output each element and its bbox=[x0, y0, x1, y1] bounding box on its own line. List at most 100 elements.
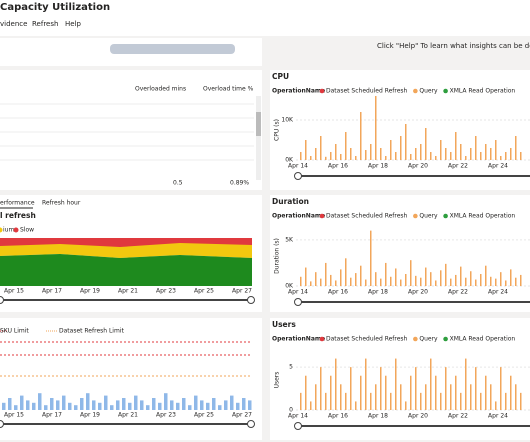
bar bbox=[320, 278, 322, 286]
legend-title: OperationName bbox=[272, 336, 325, 343]
bar bbox=[116, 400, 120, 410]
bar bbox=[335, 358, 337, 410]
menu-item[interactable]: vidence bbox=[0, 20, 27, 28]
bar bbox=[465, 277, 467, 286]
legend-dot bbox=[443, 88, 448, 94]
users-panel bbox=[270, 318, 530, 440]
legend-label: XMLA Read Operation bbox=[450, 336, 516, 343]
legend-dot bbox=[443, 336, 448, 342]
bar bbox=[68, 402, 72, 410]
y-axis-label: Users bbox=[274, 372, 281, 389]
bar bbox=[395, 152, 397, 160]
slider-handle[interactable] bbox=[247, 420, 255, 428]
bar bbox=[310, 156, 312, 160]
y-tick-label: 10K bbox=[281, 117, 294, 124]
bar bbox=[365, 279, 367, 286]
bar bbox=[86, 393, 90, 410]
legend-title: OperationName bbox=[272, 88, 325, 95]
slider-handle[interactable] bbox=[0, 296, 4, 304]
bar bbox=[32, 402, 36, 410]
slider-handle[interactable] bbox=[294, 298, 302, 306]
bar bbox=[490, 148, 492, 160]
bar bbox=[520, 392, 522, 410]
legend-label: SKU Limit bbox=[0, 328, 29, 335]
header-bar bbox=[0, 0, 530, 36]
y-tick-label: 0K bbox=[285, 283, 294, 290]
bar bbox=[345, 258, 347, 286]
bar bbox=[80, 398, 84, 410]
menu-item[interactable]: Refresh bbox=[32, 20, 58, 28]
bar bbox=[365, 358, 367, 410]
blurred-logo bbox=[110, 44, 235, 54]
bar bbox=[480, 392, 482, 410]
x-tick-label: Apr 16 bbox=[328, 163, 348, 170]
table-rows bbox=[0, 103, 254, 161]
bar bbox=[315, 384, 317, 410]
bar bbox=[300, 152, 302, 160]
bar bbox=[505, 152, 507, 160]
bar bbox=[420, 144, 422, 160]
page-title: Capacity Utilization bbox=[0, 2, 110, 13]
legend-label: Dataset Scheduled Refresh bbox=[326, 336, 408, 343]
bar bbox=[470, 384, 472, 410]
bar bbox=[170, 400, 174, 410]
bar bbox=[510, 375, 512, 410]
legend-label: ium bbox=[3, 227, 14, 234]
slider-handle[interactable] bbox=[294, 422, 302, 430]
x-tick-label: Apr 27 bbox=[232, 288, 252, 295]
table-panel bbox=[0, 70, 262, 190]
bar bbox=[315, 272, 317, 286]
legend-label: Slow bbox=[20, 227, 34, 234]
total-cell: 0.89% bbox=[230, 180, 249, 187]
bar bbox=[325, 262, 327, 286]
bar bbox=[375, 96, 377, 160]
scrollbar[interactable] bbox=[256, 96, 261, 180]
x-tick-label: Apr 14 bbox=[288, 163, 308, 170]
bar bbox=[510, 148, 512, 160]
total-cell: 0.5 bbox=[173, 180, 183, 187]
legend-label: Query bbox=[419, 88, 438, 95]
bar bbox=[500, 156, 502, 160]
y-axis-label: Duration (s) bbox=[274, 238, 281, 274]
bar bbox=[350, 277, 352, 286]
bar bbox=[176, 402, 180, 410]
x-tick-label: Apr 18 bbox=[368, 163, 388, 170]
bar bbox=[465, 156, 467, 160]
scroll-thumb[interactable] bbox=[256, 112, 261, 136]
bar bbox=[98, 402, 102, 410]
slider-handle[interactable] bbox=[247, 296, 255, 304]
bar bbox=[440, 140, 442, 160]
bar bbox=[445, 263, 447, 286]
bar bbox=[425, 128, 427, 160]
legend-dot bbox=[319, 88, 325, 94]
bar bbox=[340, 269, 342, 286]
bar bbox=[248, 400, 252, 410]
bar bbox=[300, 392, 302, 410]
bar bbox=[375, 272, 377, 286]
tab[interactable]: Refresh hour bbox=[42, 200, 81, 207]
bar bbox=[515, 136, 517, 160]
y-tick-label: 5K bbox=[285, 236, 294, 243]
bar bbox=[475, 279, 477, 286]
bar bbox=[430, 272, 432, 286]
tab[interactable]: erformance bbox=[0, 200, 35, 207]
y-tick-label: 5 bbox=[289, 364, 293, 371]
bar bbox=[310, 281, 312, 286]
legend-dot bbox=[413, 336, 418, 342]
bar bbox=[405, 274, 407, 286]
bar bbox=[62, 395, 66, 410]
bar bbox=[134, 395, 138, 410]
slider-handle[interactable] bbox=[0, 420, 4, 428]
bar bbox=[146, 405, 150, 410]
bar bbox=[375, 384, 377, 410]
bar bbox=[385, 156, 387, 160]
bar bbox=[188, 405, 192, 410]
bar bbox=[194, 395, 198, 410]
x-tick-label: Apr 22 bbox=[448, 413, 468, 420]
slider-handle[interactable] bbox=[294, 172, 302, 180]
menu-item[interactable]: Help bbox=[65, 20, 82, 28]
x-tick-label: Apr 18 bbox=[368, 413, 388, 420]
legend-label: Dataset Scheduled Refresh bbox=[326, 213, 408, 220]
bar bbox=[355, 156, 357, 160]
bar bbox=[330, 274, 332, 286]
